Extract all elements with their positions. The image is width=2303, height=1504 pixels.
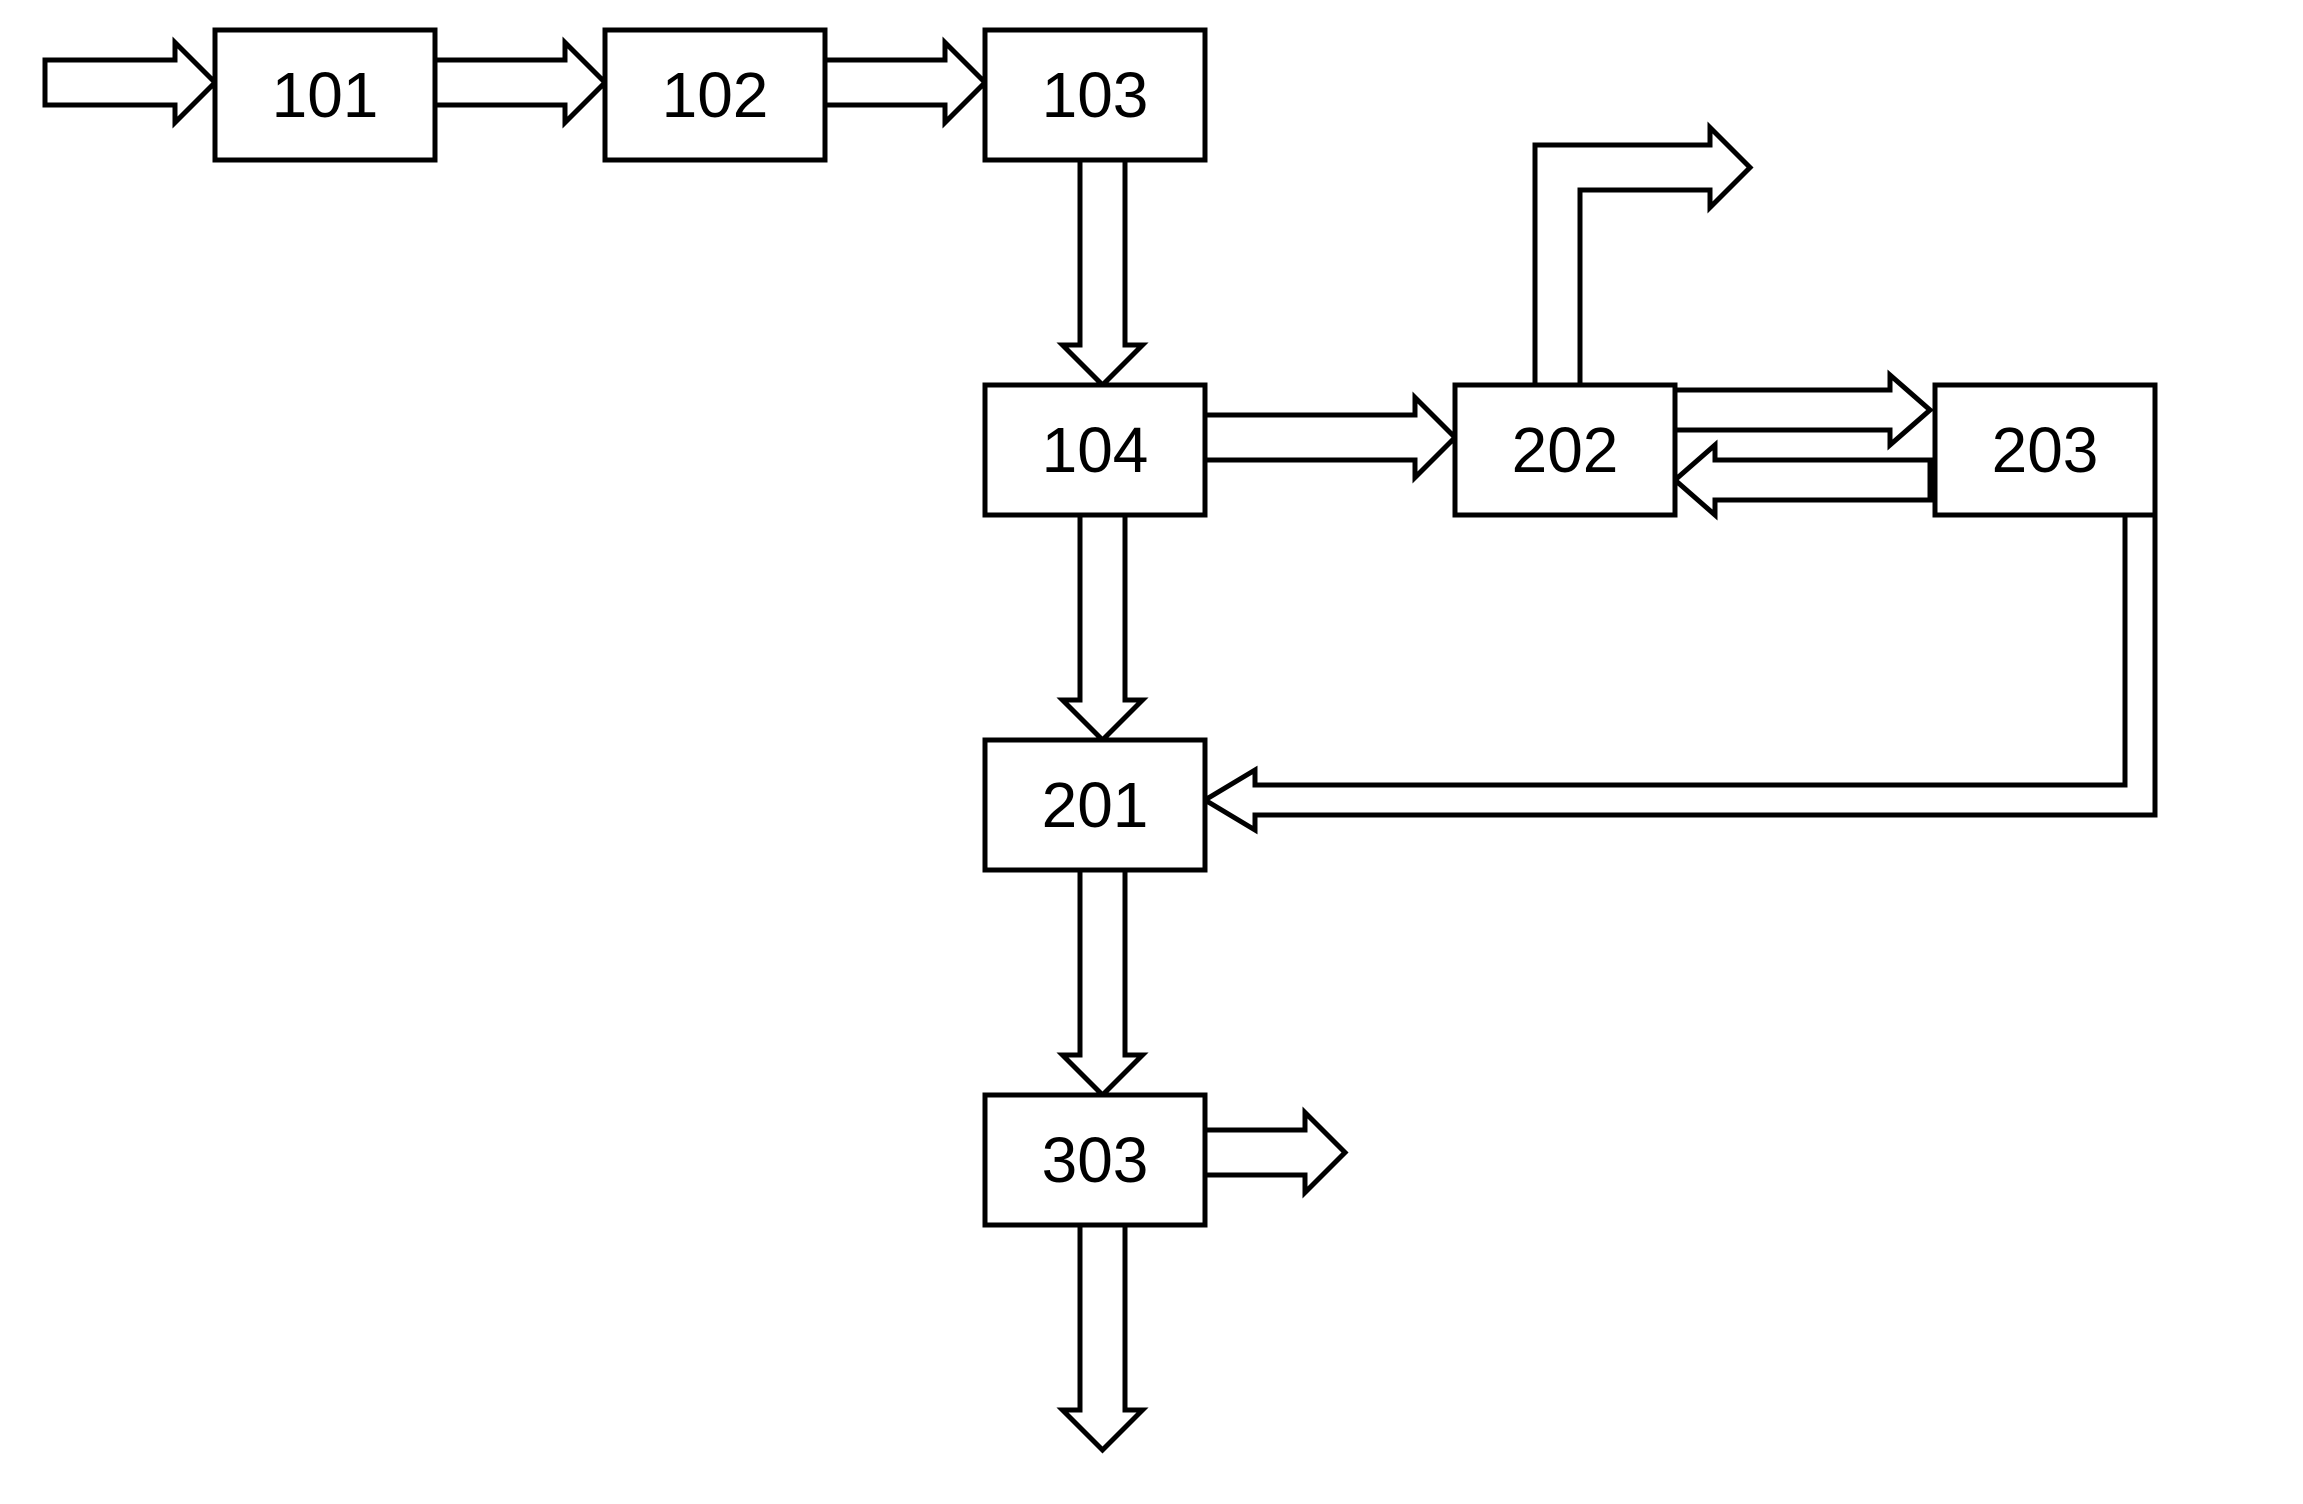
node-label: 303 <box>1042 1124 1149 1196</box>
arrow-202-up-out <box>1535 128 1750 386</box>
arrow-203-201 <box>1205 515 2155 830</box>
node-n102: 102 <box>605 30 825 160</box>
node-label: 101 <box>272 59 379 131</box>
arrow-201-303 <box>1063 870 1143 1095</box>
node-label: 103 <box>1042 59 1149 131</box>
flow-diagram: 101 102 103 104 202 203 201 303 <box>0 0 2303 1504</box>
node-n101: 101 <box>215 30 435 160</box>
arrow-202-203-top <box>1675 375 1930 445</box>
arrow-in-101 <box>45 43 215 123</box>
node-n202: 202 <box>1455 385 1675 515</box>
node-label: 203 <box>1992 414 2099 486</box>
arrow-104-202 <box>1205 398 1455 478</box>
node-label: 104 <box>1042 414 1149 486</box>
node-label: 102 <box>662 59 769 131</box>
arrow-203-202-bot <box>1675 445 1930 515</box>
arrow-103-104 <box>1063 160 1143 385</box>
arrow-303-down <box>1063 1225 1143 1450</box>
node-n203: 203 <box>1935 385 2155 515</box>
node-label: 201 <box>1042 769 1149 841</box>
node-n103: 103 <box>985 30 1205 160</box>
node-label: 202 <box>1512 414 1619 486</box>
node-n104: 104 <box>985 385 1205 515</box>
node-n201: 201 <box>985 740 1205 870</box>
arrow-102-103 <box>825 43 985 123</box>
arrow-303-right <box>1205 1113 1345 1193</box>
node-n303: 303 <box>985 1095 1205 1225</box>
arrow-101-102 <box>435 43 605 123</box>
arrow-104-201 <box>1063 515 1143 740</box>
